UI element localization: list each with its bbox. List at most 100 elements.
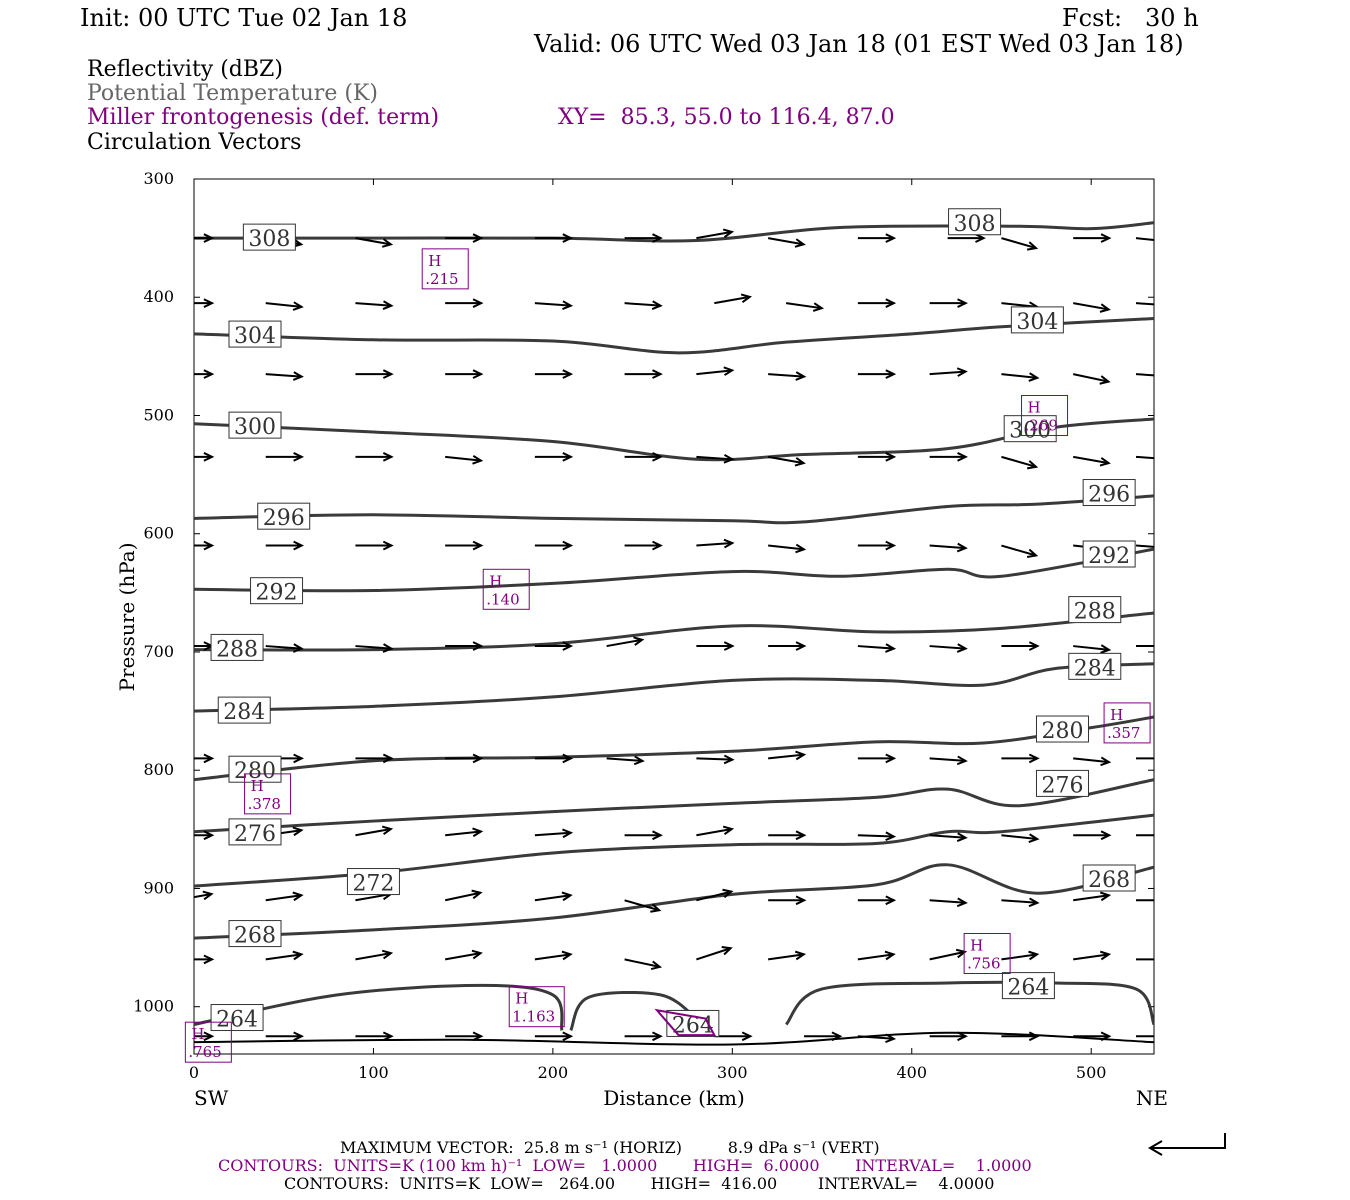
init-time: Init: 00 UTC Tue 02 Jan 18 xyxy=(80,4,408,32)
x-tick-label: 400 xyxy=(896,1063,927,1082)
circulation-vector xyxy=(445,641,484,651)
theta-contour-label: 300 xyxy=(228,411,282,440)
circulation-vector xyxy=(857,540,897,551)
circulation-vector xyxy=(768,830,807,841)
circulation-vector xyxy=(768,895,807,906)
circulation-vector xyxy=(355,1031,394,1042)
theta-contour-label: 308 xyxy=(948,208,1002,237)
circulation-vector xyxy=(1001,950,1040,961)
circulation-vector xyxy=(1001,641,1040,651)
circulation-vector xyxy=(445,827,484,838)
svg-text:308: 308 xyxy=(248,227,290,252)
circulation-vector xyxy=(1001,455,1039,470)
circulation-vector xyxy=(194,753,215,764)
circulation-vector xyxy=(1073,233,1112,243)
svg-text:268: 268 xyxy=(234,924,276,949)
y-tick-label: 800 xyxy=(143,760,174,779)
circulation-vector xyxy=(534,369,574,379)
svg-text:284: 284 xyxy=(223,700,265,725)
svg-text:280: 280 xyxy=(1041,719,1083,744)
circulation-vector xyxy=(194,298,215,308)
circulation-vector xyxy=(857,831,897,842)
theta-contour-label: 288 xyxy=(1068,596,1122,625)
theta-contour-280 xyxy=(194,715,1154,782)
circulation-vector xyxy=(534,452,574,462)
circulation-vector xyxy=(445,369,484,379)
circulation-vector xyxy=(696,454,735,464)
circulation-vector xyxy=(696,754,735,765)
y-tick-label: 500 xyxy=(143,405,174,424)
circulation-vector xyxy=(534,641,574,651)
circulation-vector xyxy=(534,300,574,310)
circulation-vector xyxy=(929,948,968,961)
theta-contour-label: 264 xyxy=(210,1004,264,1033)
circulation-vector xyxy=(857,643,897,653)
theta-contour-label: 280 xyxy=(1035,715,1089,744)
circulation-vector xyxy=(857,950,896,961)
svg-text:296: 296 xyxy=(1088,483,1130,508)
circulation-vector xyxy=(445,455,484,465)
circulation-vector xyxy=(714,293,753,305)
svg-text:264: 264 xyxy=(1007,976,1049,1001)
frontogenesis-max-label: H1.163 xyxy=(508,986,565,1028)
circulation-vector xyxy=(624,452,663,462)
theta-contour-label: 296 xyxy=(257,502,311,531)
frontogenesis-max-label: H.765 xyxy=(184,1021,232,1063)
theta-contour-284 xyxy=(194,662,1154,713)
circulation-vector xyxy=(929,832,968,843)
circulation-vector xyxy=(1136,757,1154,760)
circulation-vector xyxy=(355,452,394,462)
theta-contour-label: 276 xyxy=(1035,769,1089,798)
svg-text:304: 304 xyxy=(234,324,276,349)
theta-contour-label: 268 xyxy=(228,920,282,949)
circulation-vector xyxy=(1135,302,1154,306)
circulation-vector xyxy=(857,753,897,764)
circulation-vector xyxy=(929,1031,968,1042)
circulation-vector xyxy=(534,540,574,551)
fronto-contour xyxy=(654,1008,717,1037)
circulation-vector xyxy=(265,891,304,902)
theta-contour-264 xyxy=(569,990,698,1032)
svg-text:H: H xyxy=(1028,398,1041,416)
x-tick-label: 100 xyxy=(358,1063,389,1082)
svg-text:H: H xyxy=(251,777,264,795)
forecast-hour: Fcst: 30 h xyxy=(1062,4,1199,32)
circulation-vector xyxy=(355,753,394,764)
circulation-vector xyxy=(624,1031,663,1042)
circulation-vector xyxy=(194,369,215,379)
theta-contour-308 xyxy=(194,221,1154,243)
circulation-vector xyxy=(265,1031,305,1042)
svg-text:.140: .140 xyxy=(486,590,519,608)
svg-text:H: H xyxy=(515,990,528,1008)
circulation-vector xyxy=(857,895,897,906)
circulation-vector xyxy=(624,369,663,379)
y-tick-label: 1000 xyxy=(133,997,174,1016)
x-tick-label: 500 xyxy=(1076,1063,1107,1082)
circulation-vector xyxy=(534,1031,574,1042)
svg-text:296: 296 xyxy=(263,506,305,531)
svg-text:284: 284 xyxy=(1074,656,1116,681)
circulation-vector xyxy=(606,755,645,766)
x-tick-label: 300 xyxy=(717,1063,748,1082)
circulation-vector xyxy=(534,950,573,961)
circulation-vector xyxy=(194,1031,215,1042)
circulation-vector xyxy=(534,753,574,764)
circulation-vector xyxy=(624,233,663,243)
circulation-vector xyxy=(534,891,573,902)
circulation-vector xyxy=(929,452,968,462)
circulation-vector xyxy=(857,298,897,308)
circulation-vector xyxy=(194,830,215,841)
circulation-vector xyxy=(1001,1031,1040,1042)
circulation-vector xyxy=(445,298,484,308)
circulation-vector xyxy=(1136,645,1154,648)
theta-contour-label: 284 xyxy=(217,696,271,725)
circulation-vector xyxy=(194,954,215,965)
contours-fronto-info: CONTOURS: UNITS=K (100 km h)⁻¹ LOW= 1.00… xyxy=(218,1156,1032,1175)
svg-text:H: H xyxy=(489,572,502,590)
theta-contour-264 xyxy=(784,980,1154,1026)
circulation-vector xyxy=(857,452,897,462)
svg-text:.378: .378 xyxy=(248,795,281,813)
circulation-vector xyxy=(355,825,394,837)
svg-text:292: 292 xyxy=(256,581,298,606)
circulation-vector xyxy=(929,897,968,908)
